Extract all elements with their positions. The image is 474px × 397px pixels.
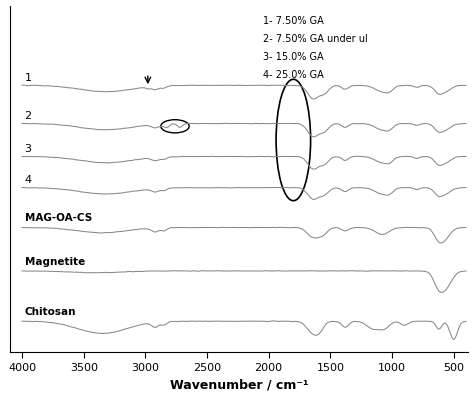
Text: 2- 7.50% GA under ul: 2- 7.50% GA under ul [263,34,367,44]
Text: 1: 1 [25,73,32,83]
Text: Magnetite: Magnetite [25,257,85,267]
Text: 1- 7.50% GA: 1- 7.50% GA [263,16,323,26]
Text: 4: 4 [25,175,32,185]
Text: 3: 3 [25,144,32,154]
Text: 2: 2 [25,111,32,121]
Text: 3- 15.0% GA: 3- 15.0% GA [263,52,323,62]
Text: MAG-OA-CS: MAG-OA-CS [25,214,92,224]
Text: 4- 25.0% GA: 4- 25.0% GA [263,70,323,80]
X-axis label: Wavenumber / cm⁻¹: Wavenumber / cm⁻¹ [170,378,309,391]
Text: Chitosan: Chitosan [25,307,76,317]
